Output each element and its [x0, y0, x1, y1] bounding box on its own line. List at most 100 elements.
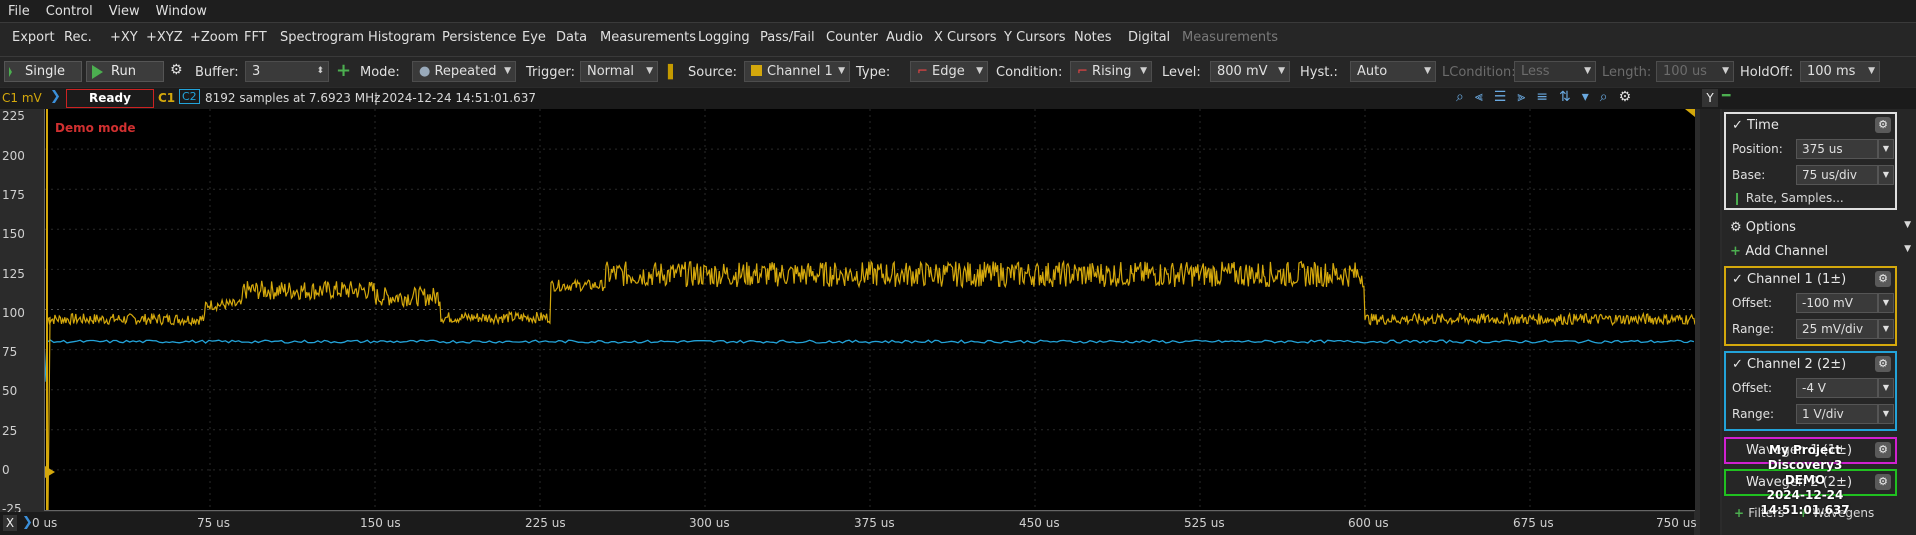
source-select[interactable]: Channel 1 ▼: [744, 61, 850, 82]
waveform-canvas: [45, 109, 1695, 510]
single-button[interactable]: Single: [4, 61, 82, 82]
chevron-down-icon[interactable]: ▼: [1878, 378, 1894, 398]
tab-spectrogram[interactable]: Spectrogram: [280, 30, 364, 45]
rate-samples-button[interactable]: ❙ Rate, Samples...: [1732, 191, 1844, 205]
check-icon[interactable]: ✓: [1732, 271, 1748, 287]
ch2-offset-input[interactable]: -4 V: [1796, 378, 1878, 398]
gear-icon[interactable]: ⚙: [1875, 442, 1891, 458]
add-icon[interactable]: +: [336, 60, 352, 81]
tab-y-cursors[interactable]: Y Cursors: [1004, 30, 1066, 45]
x-axis-button[interactable]: X: [3, 515, 17, 531]
time-header[interactable]: ✓ Time ⚙: [1726, 114, 1895, 136]
check-icon[interactable]: ✓: [1732, 356, 1748, 372]
y-tick: 225: [2, 109, 25, 123]
condition-select[interactable]: ⌐ Rising ▼: [1070, 61, 1152, 82]
check-icon[interactable]: ✓: [1732, 117, 1748, 133]
tab-measurements[interactable]: Measurements: [600, 30, 697, 45]
level-input[interactable]: 800 mV ▼: [1210, 61, 1290, 82]
gear-icon[interactable]: ⚙: [1875, 474, 1891, 490]
ch1-range-input[interactable]: 25 mV/div: [1796, 319, 1878, 339]
y-axis-button[interactable]: Y: [1702, 89, 1718, 107]
gear-icon[interactable]: ⚙: [170, 62, 183, 78]
options-row[interactable]: ⚙ Options ▼: [1730, 219, 1911, 235]
tab-fft[interactable]: FFT: [244, 30, 267, 45]
holdoff-input[interactable]: 100 ms ▼: [1800, 61, 1880, 82]
time-panel: ✓ Time ⚙ Position: 375 us ▼ Base: 75 us/div ▼…: [1724, 112, 1897, 210]
align-right-icon[interactable]: ⫸: [1517, 89, 1526, 105]
tab-digital[interactable]: Digital: [1128, 30, 1171, 45]
dropdown-icon[interactable]: ▾: [1581, 89, 1589, 105]
type-select[interactable]: ⌐ Edge ▼: [910, 61, 988, 82]
buffer-input[interactable]: 3 ⬍: [245, 61, 329, 82]
tab-eye[interactable]: Eye: [522, 30, 546, 45]
gear-icon[interactable]: ⚙: [1875, 271, 1891, 287]
channel1-panel: ✓ Channel 1 (1±) ⚙ Offset: -100 mV ▼ Range:…: [1724, 266, 1897, 346]
tab-pass-fail[interactable]: Pass/Fail: [760, 30, 815, 45]
tab-zoom[interactable]: +Zoom: [190, 30, 239, 45]
oscilloscope-plot[interactable]: Demo mode: [44, 109, 1695, 511]
tab-xyz[interactable]: +XYZ: [146, 30, 183, 45]
sort-icon[interactable]: ⇅: [1558, 89, 1571, 105]
tab-rec[interactable]: Rec.: [64, 30, 92, 45]
chevron-down-icon[interactable]: ▼: [1878, 293, 1894, 313]
trigger-select[interactable]: Normal ▼: [580, 61, 658, 82]
x-tick: 375 us: [854, 516, 895, 530]
x-tick: 600 us: [1348, 516, 1389, 530]
chevron-down-icon[interactable]: ▼: [1878, 139, 1894, 159]
position-input[interactable]: 375 us: [1796, 139, 1878, 159]
trigger-level-marker: [45, 466, 55, 478]
channel1-header[interactable]: ✓ Channel 1 (1±) ⚙: [1726, 268, 1895, 290]
zoom-icon[interactable]: ⌕: [1456, 89, 1464, 105]
trigger-marker-right: [1685, 109, 1695, 117]
chevron-down-icon[interactable]: ▼: [1878, 404, 1894, 424]
channel2-toggle[interactable]: C2: [179, 89, 200, 104]
ch2-offset-label: Offset:: [1732, 381, 1773, 395]
tab-x-cursors[interactable]: X Cursors: [934, 30, 997, 45]
menu-window[interactable]: Window: [155, 3, 207, 19]
add-channel-button[interactable]: + Add Channel ▼: [1730, 243, 1911, 259]
align-center-icon[interactable]: ☰: [1493, 89, 1507, 105]
tab-audio[interactable]: Audio: [886, 30, 923, 45]
collapse-icon[interactable]: ━: [1722, 88, 1731, 104]
tab-persistence[interactable]: Persistence: [442, 30, 517, 45]
trigger-icon: ▌: [668, 65, 678, 80]
channel2-header[interactable]: ✓ Channel 2 (2±) ⚙: [1726, 353, 1895, 375]
menu-file[interactable]: File: [8, 3, 30, 19]
list-icon[interactable]: ≡: [1536, 89, 1548, 105]
tab-data[interactable]: Data: [556, 30, 588, 45]
tab-xy[interactable]: +XY: [110, 30, 138, 45]
tab-counter[interactable]: Counter: [826, 30, 878, 45]
align-left-icon[interactable]: ⫷: [1474, 89, 1483, 105]
settings-icon[interactable]: ⚙: [1618, 89, 1632, 105]
chevron-down-icon[interactable]: ▼: [1878, 165, 1894, 185]
ch1-offset-input[interactable]: -100 mV: [1796, 293, 1878, 313]
zoom-fit-icon[interactable]: ⌕: [1599, 89, 1608, 105]
wavegen1-panel[interactable]: Wavegen 1 (1±) ⚙: [1724, 437, 1897, 464]
filters-button[interactable]: + Filters: [1734, 506, 1785, 520]
wavegens-button[interactable]: + Wavegens: [1798, 506, 1875, 520]
base-input[interactable]: 75 us/div: [1796, 165, 1878, 185]
chevron-down-icon: ▼: [646, 66, 653, 76]
gear-icon[interactable]: ⚙: [1875, 117, 1891, 133]
tab-histogram[interactable]: Histogram: [368, 30, 436, 45]
ch2-range-input[interactable]: 1 V/div: [1796, 404, 1878, 424]
x-tick: 150 us: [360, 516, 401, 530]
wavegen2-panel[interactable]: Wavegen 2 (2±) ⚙: [1724, 469, 1897, 496]
channel1-swatch-icon: [751, 65, 762, 76]
mode-select[interactable]: ● Repeated ▼: [412, 61, 516, 82]
tab-notes[interactable]: Notes: [1074, 30, 1112, 45]
menu-view[interactable]: View: [108, 3, 140, 19]
mode-label: Mode:: [360, 65, 400, 80]
channel1-toggle[interactable]: C1: [158, 91, 176, 105]
gear-icon[interactable]: ⚙: [1875, 356, 1891, 372]
y-tick: 0: [2, 463, 10, 477]
sidebar-splitter[interactable]: [1700, 109, 1720, 535]
spinner-icon[interactable]: ⬍: [316, 66, 324, 76]
tab-export[interactable]: Export: [12, 30, 55, 45]
hyst-input[interactable]: Auto ▼: [1350, 61, 1436, 82]
demo-mode-label: Demo mode: [55, 121, 136, 135]
chevron-down-icon[interactable]: ▼: [1878, 319, 1894, 339]
menu-control[interactable]: Control: [45, 3, 93, 19]
tab-logging[interactable]: Logging: [698, 30, 750, 45]
run-button[interactable]: Run: [86, 61, 164, 82]
